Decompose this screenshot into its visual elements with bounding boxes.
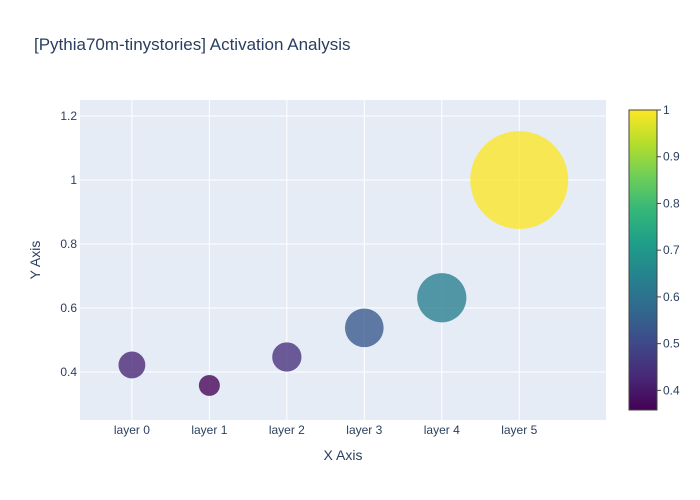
- colorbar-tick-label: 0.8: [663, 196, 680, 210]
- colorbar-tick-label: 0.6: [663, 290, 680, 304]
- y-tick-label: 0.8: [60, 237, 77, 251]
- x-axis-title: X Axis: [324, 447, 363, 463]
- bubble-layer-4[interactable]: [417, 273, 467, 323]
- y-tick-label: 0.4: [60, 365, 77, 379]
- bubble-layer-0[interactable]: [118, 351, 146, 379]
- x-tick-labels: layer 0 layer 1 layer 2 layer 3 layer 4 layer…: [114, 423, 538, 437]
- bubble-layer-2[interactable]: [272, 342, 302, 372]
- chart-title: [Pythia70m-tinystories] Activation Analy…: [34, 35, 351, 54]
- x-tick-label: layer 3: [346, 423, 382, 437]
- colorbar-tick-label: 0.4: [663, 383, 680, 397]
- bubble-layer-3[interactable]: [344, 308, 384, 348]
- y-axis-title: Y Axis: [27, 241, 43, 280]
- colorbar-tick-label: 1: [663, 103, 670, 117]
- colorbar-tick-label: 0.7: [663, 243, 680, 257]
- bubble-layer: [118, 131, 569, 396]
- x-tick-label: layer 0: [114, 423, 150, 437]
- y-tick-label: 1: [70, 173, 77, 187]
- y-tick-label: 1.2: [60, 109, 77, 123]
- x-tick-label: layer 4: [424, 423, 460, 437]
- colorbar-tick-label: 0.9: [663, 150, 680, 164]
- bubble-layer-5[interactable]: [470, 131, 569, 229]
- colorbar: [628, 109, 658, 411]
- x-tick-label: layer 2: [269, 423, 305, 437]
- y-tick-labels: 0.4 0.6 0.8 1 1.2: [60, 109, 77, 379]
- x-tick-label: layer 1: [191, 423, 227, 437]
- bubble-layer-1[interactable]: [198, 374, 220, 396]
- y-tick-label: 0.6: [60, 301, 77, 315]
- colorbar-tick-labels: 0.4 0.5 0.6 0.7 0.8 0.9 1: [657, 103, 680, 397]
- x-tick-label: layer 5: [501, 423, 537, 437]
- colorbar-tick-label: 0.5: [663, 337, 680, 351]
